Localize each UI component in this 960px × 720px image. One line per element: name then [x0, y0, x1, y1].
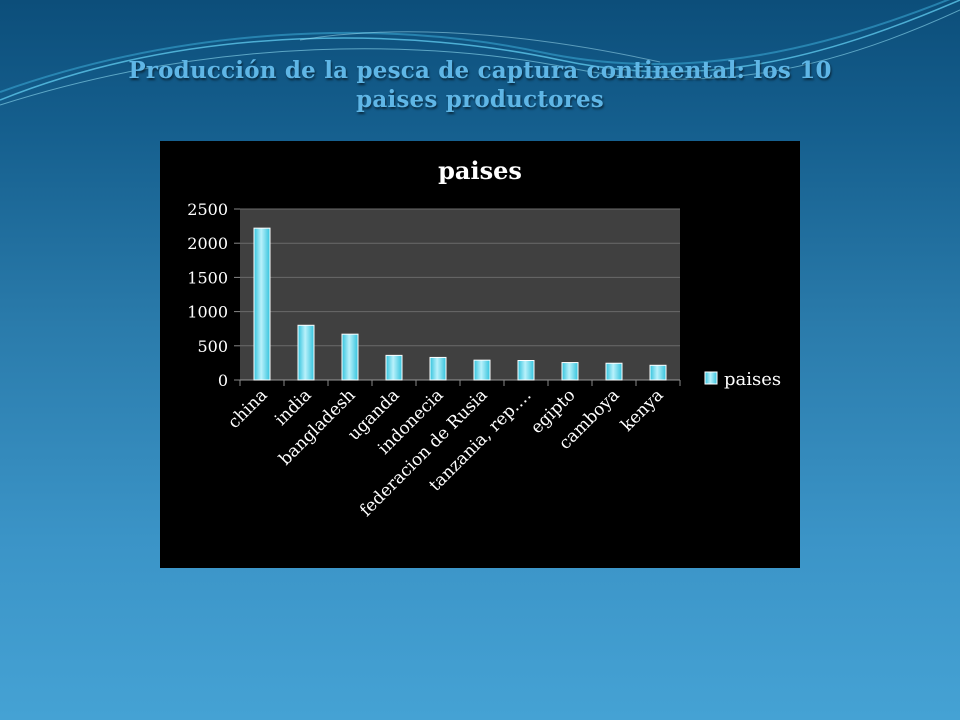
legend-label: paises: [724, 369, 781, 390]
bar-egipto: [561, 362, 579, 381]
x-category-label: kenya: [617, 385, 667, 435]
x-category-label: china: [224, 385, 271, 432]
bar-federacion-de-rusia: [473, 359, 491, 381]
bars: [253, 227, 667, 381]
bar-tanzania-rep: [517, 360, 535, 381]
bar-chart: 0 500 1000 1500 2000 2500 china indiabanglades…: [187, 156, 781, 521]
y-tick-label: 1000: [187, 303, 228, 322]
bar-indonecia: [429, 356, 447, 381]
y-tick-label: 1500: [187, 268, 228, 287]
legend: paises: [704, 369, 781, 390]
bar-china: [253, 227, 271, 381]
chart-container: 0 500 1000 1500 2000 2500 china india banglades…: [160, 141, 800, 568]
y-tick-label: 2500: [187, 200, 228, 219]
y-tick-label: 2000: [187, 234, 228, 253]
bar-camboya: [605, 362, 623, 381]
bar-india: [297, 324, 315, 381]
legend-swatch: [704, 371, 718, 385]
y-axis-ticks: 0 500 1000 1500 2000 2500: [187, 200, 228, 390]
bar-uganda: [385, 354, 403, 381]
gridlines: [234, 208, 681, 386]
slide-title: Producción de la pesca de captura contin…: [128, 57, 832, 113]
bar-bangladesh: [341, 333, 359, 381]
chart-title: paises: [438, 156, 522, 185]
header-swoosh-decoration: [0, 0, 960, 106]
y-tick-label: 500: [197, 337, 228, 356]
bar-kenya: [649, 364, 667, 381]
x-axis-labels: china indiabangladeshugandaindoneciafeder…: [224, 385, 667, 520]
y-tick-label: 0: [218, 371, 228, 390]
